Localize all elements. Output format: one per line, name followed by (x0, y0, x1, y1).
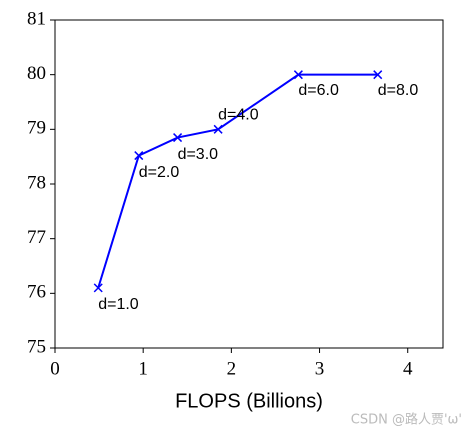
line (97, 73, 378, 289)
watermark: CSDN @路人贾'ω' (351, 412, 462, 428)
x-tick-label: 2 (227, 358, 237, 379)
x-tick-label: 0 (50, 358, 60, 379)
annotation: d=4.0 (218, 107, 259, 124)
x-axis-label: FLOPS (Billions) (175, 390, 323, 412)
x-tick-label: 1 (138, 358, 148, 379)
y-tick-label: 75 (27, 336, 46, 357)
marker (173, 133, 183, 143)
y-tick-label: 77 (27, 227, 46, 248)
y-tick-label: 76 (27, 282, 46, 303)
marker (213, 124, 223, 134)
annotation: d=6.0 (298, 82, 339, 99)
y-tick-label: 81 (27, 8, 46, 29)
annotation: d=3.0 (178, 146, 219, 163)
y-tick-label: 80 (27, 63, 46, 84)
annotation: d=1.0 (98, 296, 139, 313)
marker (134, 151, 144, 161)
x-tick-label: 3 (315, 358, 325, 379)
marker (293, 70, 303, 80)
marker (93, 283, 103, 293)
x-tick-label: 4 (403, 358, 413, 379)
marker (373, 70, 383, 80)
y-tick-label: 78 (27, 172, 46, 193)
annotation: d=2.0 (139, 164, 180, 181)
annotation: d=8.0 (378, 82, 419, 99)
y-tick-label: 79 (27, 118, 46, 139)
